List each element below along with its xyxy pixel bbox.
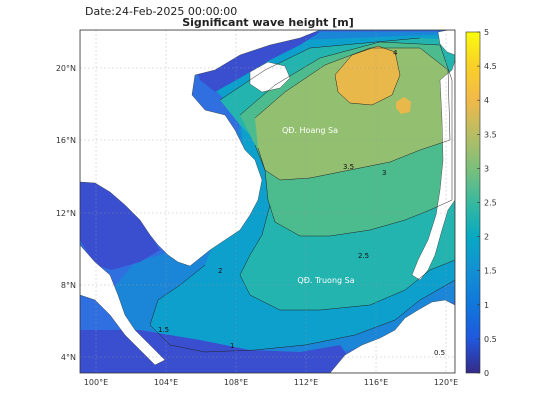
lat-tick-4: 4°N [61, 353, 76, 362]
lat-tick-12: 12°N [56, 209, 76, 218]
land-gulf-peninsula [80, 244, 166, 366]
date-label: Date:24-Feb-2025 00:00:00 [85, 5, 237, 18]
sea-layer-low-gulf [80, 180, 160, 270]
land-hainan [249, 61, 291, 93]
contour-label-0-5: 0.5 [434, 349, 445, 357]
lat-tick-20: 20°N [56, 64, 76, 73]
map-plot-area: 4 3.5 3 2.5 2 1.5 1 0.5 QĐ. Hoang Sa QĐ.… [80, 30, 455, 373]
map-grid [80, 30, 455, 373]
contour-label-3: 3 [382, 169, 386, 177]
contour-label-2-5: 2.5 [358, 252, 369, 260]
sea-layer-3-5 [255, 48, 450, 180]
lon-axis: 100°E 104°E 108°E 112°E 116°E 120°E [84, 378, 458, 387]
contour-label-3-5: 3.5 [343, 163, 354, 171]
colorbar-tick-label: 5 [484, 28, 489, 37]
lat-tick-8: 8°N [61, 281, 76, 290]
colorbar-tick-label: 2 [484, 233, 489, 242]
lat-axis: 20°N 16°N 12°N 8°N 4°N [56, 64, 76, 362]
colorbar-tick-label: 3.5 [484, 130, 497, 139]
colorbar-tick-label: 3 [484, 164, 489, 173]
land-borneo [329, 299, 455, 373]
colorbar-tick-label: 4 [484, 96, 489, 105]
colorbar-tick-label: 1 [484, 301, 489, 310]
contour-label-1-5: 1.5 [158, 326, 169, 334]
land-philippines [411, 59, 455, 281]
contour-lines [149, 37, 455, 353]
colorbar-tick-label: 4.5 [484, 62, 497, 71]
lon-tick-120: 120°E [434, 378, 458, 387]
lon-tick-116: 116°E [364, 378, 388, 387]
colorbar-tick-label: 0.5 [484, 335, 497, 344]
contour-label-2: 2 [218, 267, 222, 275]
lon-tick-104: 104°E [154, 378, 178, 387]
map-frame [79, 29, 456, 374]
colorbar-tick-label: 2.5 [484, 199, 497, 208]
sea-layer-4 [335, 46, 400, 105]
map-title: Significant wave height [m] [182, 16, 354, 29]
land-mainland-north [80, 30, 321, 267]
colorbar-tick-label: 0 [484, 369, 489, 378]
colorbar-ticks: 0 0.5 1 1.5 2 2.5 3 3.5 4 4.5 5 [477, 28, 497, 378]
lat-tick-16: 16°N [56, 136, 76, 145]
land-taiwan [437, 30, 455, 56]
place-label-truong-sa: QĐ. Truong Sa [297, 276, 354, 285]
lon-tick-100: 100°E [84, 378, 108, 387]
colorbar-tick-label: 1.5 [484, 267, 497, 276]
contour-label-1: 1 [230, 342, 234, 350]
place-label-hoang-sa: QĐ. Hoang Sa [282, 126, 338, 135]
contour-label-4: 4 [393, 49, 398, 57]
colorbar: 0 0.5 1 1.5 2 2.5 3 3.5 4 4.5 5 [465, 28, 497, 378]
lon-tick-112: 112°E [294, 378, 318, 387]
lon-tick-108: 108°E [224, 378, 248, 387]
sea-layer-4-small [396, 97, 411, 114]
